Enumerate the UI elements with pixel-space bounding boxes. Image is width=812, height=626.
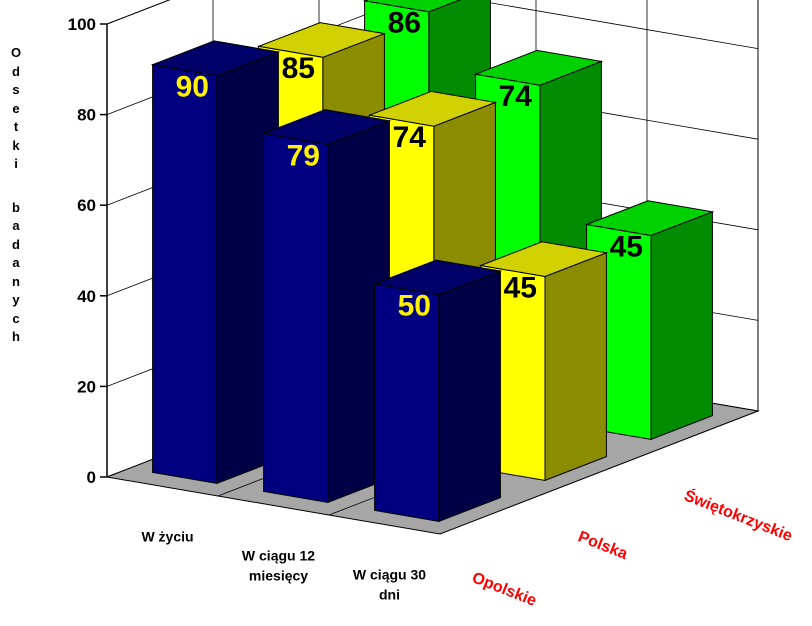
- bar-value-label: 45: [504, 271, 537, 304]
- bar-top: [362, 0, 461, 13]
- bar-top: [478, 241, 609, 278]
- category-label: W życiu: [141, 529, 193, 545]
- bar-value-label: 45: [610, 230, 643, 263]
- bar-value-label: 85: [282, 52, 315, 85]
- y-tick-label: 60: [77, 196, 96, 215]
- y-tick-label: 20: [77, 377, 96, 396]
- category-label-line: miesięcy: [249, 568, 308, 584]
- bar: 50: [372, 259, 503, 523]
- category-label-line: W ciągu 12: [242, 548, 315, 564]
- y-tick-labels: 0 20 40 60 80 100: [68, 15, 96, 487]
- y-axis-label-char: b: [12, 199, 20, 215]
- y-axis-label-char: d: [12, 236, 20, 252]
- chart-bars: 86 74 45 85 74 45 90 79 50: [150, 0, 715, 523]
- y-axis-label-char: c: [12, 310, 20, 326]
- series-label: Świętokrzyskie: [682, 486, 796, 546]
- bar-side: [650, 211, 713, 441]
- y-axis-label-char: y: [12, 292, 20, 307]
- bar-value-label: 79: [287, 139, 320, 172]
- y-axis-label-char: e: [12, 100, 20, 116]
- bar-side: [544, 252, 607, 482]
- bar-side: [438, 270, 501, 523]
- y-tick-label: 0: [87, 468, 96, 487]
- y-axis-label-char: O: [10, 45, 22, 60]
- bar-top: [367, 90, 498, 127]
- series-label: Opolskie: [470, 569, 539, 610]
- bar: 90: [150, 40, 281, 485]
- bar-value-label: 74: [393, 121, 427, 154]
- bar-top: [473, 49, 604, 86]
- y-tick-label: 100: [68, 15, 96, 34]
- y-axis: [100, 23, 108, 478]
- bar-top: [372, 259, 503, 296]
- category-label: W ciągu 12 miesięcy: [242, 548, 315, 584]
- bar: 79: [261, 109, 392, 504]
- y-axis-label-char: k: [12, 137, 20, 153]
- y-axis-label-char: s: [12, 82, 20, 97]
- bar-value-label: 90: [176, 71, 209, 104]
- bar-front: [152, 64, 218, 484]
- y-axis-label-char: d: [12, 63, 20, 79]
- category-label-line: W życiu: [141, 529, 193, 545]
- y-tick-label: 40: [77, 287, 96, 306]
- series-label: Polska: [576, 528, 630, 563]
- bar-front: [263, 132, 329, 503]
- category-label: W ciągu 30 dni: [353, 567, 426, 603]
- y-axis-label-char: [8, 175, 24, 190]
- bar-value-label: 50: [398, 290, 431, 323]
- bar-value-label: 86: [388, 7, 421, 40]
- bar-top: [584, 200, 715, 237]
- bar-top: [256, 22, 387, 58]
- y-axis-label-char: a: [12, 255, 20, 270]
- category-label-line: W ciągu 30: [353, 567, 426, 583]
- y-axis-label-char: a: [12, 218, 20, 233]
- y-tick-label: 80: [77, 106, 96, 125]
- bar-value-label: 74: [499, 80, 533, 113]
- category-label-line: dni: [379, 587, 400, 603]
- y-axis-label-char: t: [13, 119, 19, 134]
- bar-top: [261, 109, 392, 146]
- y-axis-label-char: n: [12, 273, 20, 289]
- y-axis-label-char: i: [14, 156, 18, 171]
- y-axis-label-char: h: [12, 329, 20, 344]
- category-labels: W życiu W ciągu 12 miesięcy W ciągu 30 dni: [141, 529, 426, 603]
- bar-top: [150, 40, 281, 77]
